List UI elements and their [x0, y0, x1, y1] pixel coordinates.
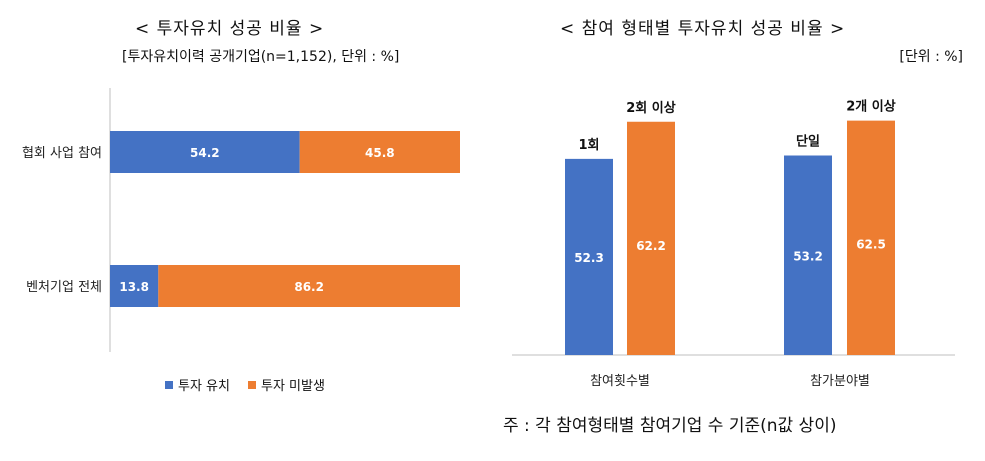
right-bar-group-label: 1회 — [578, 137, 599, 153]
right-bar-value-label: 62.2 — [636, 239, 666, 253]
left-bar-value-label: 54.2 — [190, 146, 220, 160]
legend-label-invest: 투자 유치 — [178, 379, 230, 394]
right-bar-group-label: 2개 이상 — [846, 99, 895, 115]
left-bar-segment — [110, 131, 300, 173]
left-chart-title: < 투자유치 성공 비율 > — [135, 19, 325, 39]
right-category-label: 참여횟수별 — [590, 374, 650, 389]
right-bar — [565, 158, 613, 355]
left-chart-subtitle: [투자유치이력 공개기업(n=1,152), 단위 : %] — [122, 49, 400, 65]
left-category-label: 협회 사업 참여 — [22, 146, 102, 161]
right-chart-title: < 참여 형태별 투자유치 성공 비율 > — [560, 19, 846, 39]
left-category-label: 벤처기업 전체 — [26, 280, 102, 295]
legend-label-noninvest: 투자 미발생 — [260, 379, 325, 394]
right-chart-subtitle: [단위 : %] — [899, 49, 963, 65]
right-bar — [627, 121, 675, 355]
right-category-label: 참가분야별 — [810, 374, 870, 389]
right-bar-value-label: 52.3 — [574, 251, 604, 265]
left-bar-value-label: 45.8 — [365, 146, 395, 160]
legend-swatch-invest — [165, 380, 173, 389]
right-bar — [784, 155, 832, 355]
footnote: 주 : 각 참여형태별 참여기업 수 기준(n값 상이) — [503, 416, 837, 436]
left-bar-segment — [110, 265, 159, 307]
left-bar-segment — [158, 265, 461, 307]
left-bar-value-label: 13.8 — [119, 280, 149, 294]
right-bar — [847, 120, 895, 355]
legend-swatch-noninvest — [247, 380, 256, 389]
legend-item-noninvest: 투자 미발생 — [247, 375, 325, 394]
right-bar-group-label: 2회 이상 — [626, 100, 675, 116]
right-bar-value-label: 53.2 — [793, 249, 823, 263]
legend-item-invest: 투자 유치 — [165, 375, 230, 394]
left-bar-value-label: 86.2 — [294, 280, 324, 294]
right-bar-value-label: 62.5 — [856, 238, 886, 252]
left-bar-segment — [299, 131, 460, 173]
right-bar-group-label: 단일 — [796, 134, 820, 150]
left-chart-legend: 투자 유치 투자 미발생 — [165, 375, 325, 394]
